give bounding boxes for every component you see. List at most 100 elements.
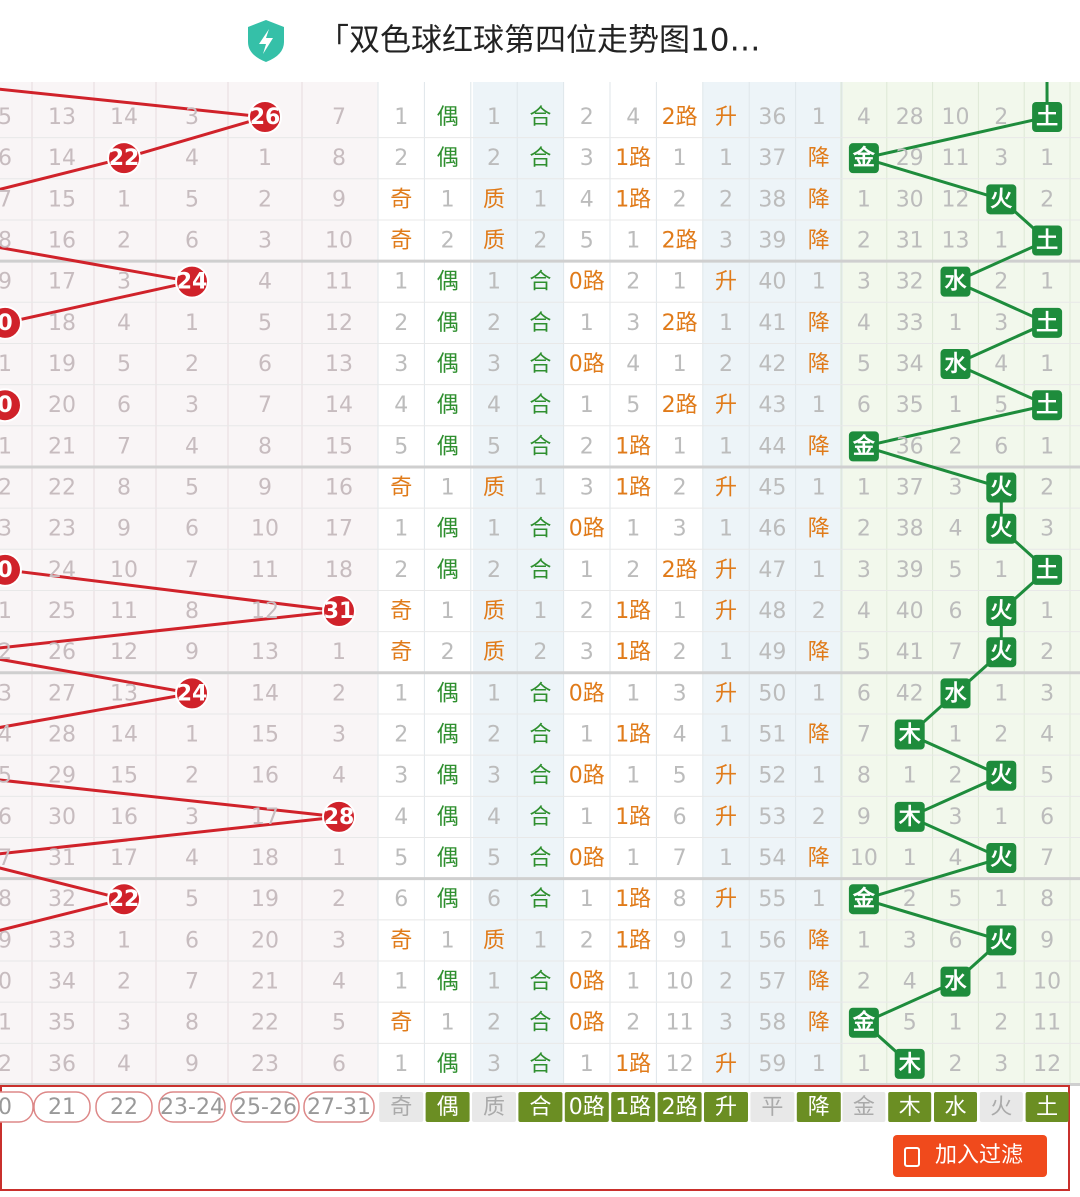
ball-number: 28 [324, 805, 355, 830]
filter-label: 0 [0, 1095, 12, 1120]
element-label: 火 [990, 599, 1012, 624]
filter-pill[interactable] [33, 1091, 91, 1123]
cell: 4 [394, 805, 408, 830]
cell: 合 [529, 105, 551, 130]
cell: 1 [812, 393, 826, 418]
cell: 41 [758, 311, 786, 336]
cell: 合 [529, 970, 551, 995]
filter-toggle[interactable] [472, 1092, 516, 1122]
cell-number: 17 [251, 805, 279, 830]
cell: 1 [487, 105, 501, 130]
cell: 5 [487, 846, 501, 871]
cell: 1 [719, 311, 733, 336]
filter-label: 火 [990, 1095, 1012, 1120]
cell: 1 [812, 764, 826, 789]
cell: 升 [715, 558, 737, 583]
cell: 降 [808, 352, 830, 377]
cell-number: 28 [48, 723, 76, 748]
filter-label: 木 [899, 1095, 921, 1120]
cell-number: 10 [110, 558, 138, 583]
cell-number: 2 [994, 723, 1008, 748]
cell: 1 [626, 517, 640, 542]
filter-label: 21 [48, 1095, 76, 1120]
filter-pill[interactable] [303, 1091, 375, 1123]
cell-number: 6 [1040, 805, 1054, 830]
element-box [940, 349, 971, 380]
cell-number: 3 [994, 146, 1008, 171]
cell-number: 2 [949, 434, 963, 459]
cell: 2 [487, 558, 501, 583]
cell: 3 [626, 311, 640, 336]
filter-label: 25-26 [233, 1095, 297, 1120]
filter-label: 质 [483, 1095, 505, 1120]
cell: 1 [812, 270, 826, 295]
filter-toggle[interactable] [564, 1092, 609, 1122]
filter-pill[interactable] [95, 1091, 153, 1123]
element-label: 水 [944, 681, 967, 706]
element-label: 火 [990, 764, 1012, 789]
cell: 降 [808, 1011, 830, 1036]
page-title: 「双色球红球第四位走势图10… [318, 23, 760, 59]
cell-number: 12 [325, 311, 353, 336]
cell: 降 [808, 434, 830, 459]
cell: 1 [626, 764, 640, 789]
cell-number: 9 [0, 270, 12, 295]
cell: 2 [719, 352, 733, 377]
cell-number: 5 [332, 1011, 346, 1036]
filter-toggle[interactable] [842, 1092, 886, 1122]
cell: 1 [580, 723, 594, 748]
filter-toggle[interactable] [657, 1092, 702, 1122]
cell: 偶 [437, 805, 459, 830]
filter-label: 偶 [437, 1095, 459, 1120]
filter-pill[interactable] [230, 1091, 300, 1123]
filter-toggle[interactable] [611, 1092, 656, 1122]
cell-number: 2 [857, 229, 871, 254]
filter-toggle[interactable] [704, 1092, 748, 1122]
cell: 1 [673, 599, 687, 624]
cell-number: 16 [48, 229, 76, 254]
cell: 1 [812, 558, 826, 583]
add-filter-button[interactable] [893, 1135, 1047, 1177]
cell: 4 [487, 805, 501, 830]
cell-number: 5 [857, 640, 871, 665]
cell-number: 6 [0, 805, 12, 830]
cell-number: 1 [857, 928, 871, 953]
filter-toggle[interactable] [888, 1092, 932, 1122]
cell-number: 13 [110, 681, 138, 706]
cell: 1 [394, 1052, 408, 1077]
cell-number: 4 [258, 270, 272, 295]
cell: 40 [758, 270, 786, 295]
cell-number: 1 [857, 187, 871, 212]
cell-number: 8 [185, 1011, 199, 1036]
filter-toggle[interactable] [379, 1092, 424, 1122]
filter-toggle[interactable] [518, 1092, 563, 1122]
cell: 合 [529, 681, 551, 706]
cell: 升 [715, 393, 737, 418]
cell: 质 [483, 187, 505, 212]
element-box [986, 925, 1017, 956]
cell: 1路 [615, 187, 651, 212]
cell: 1 [673, 270, 687, 295]
filter-toggle[interactable] [979, 1092, 1023, 1122]
filter-toggle[interactable] [934, 1092, 977, 1122]
cell-number: 35 [48, 1011, 76, 1036]
cell-number: 4 [117, 311, 131, 336]
cell-number: 1 [857, 476, 871, 501]
button-label[interactable]: 加入过滤 [935, 1143, 1023, 1168]
filter-toggle[interactable] [425, 1092, 470, 1122]
cell: 奇 [390, 1011, 412, 1036]
cell-number: 7 [185, 558, 199, 583]
cell: 3 [487, 352, 501, 377]
cell: 44 [758, 434, 786, 459]
ball-number: 0 [0, 393, 13, 418]
cell: 55 [758, 887, 786, 912]
cell: 合 [529, 311, 551, 336]
filter-pill[interactable] [158, 1091, 226, 1123]
filter-toggle[interactable] [796, 1092, 841, 1122]
filter-pill[interactable] [0, 1091, 34, 1123]
filter-toggle[interactable] [750, 1092, 795, 1122]
element-box [986, 843, 1017, 874]
cell: 合 [529, 805, 551, 830]
filter-toggle[interactable] [1025, 1092, 1069, 1122]
cell-number: 1 [994, 229, 1008, 254]
